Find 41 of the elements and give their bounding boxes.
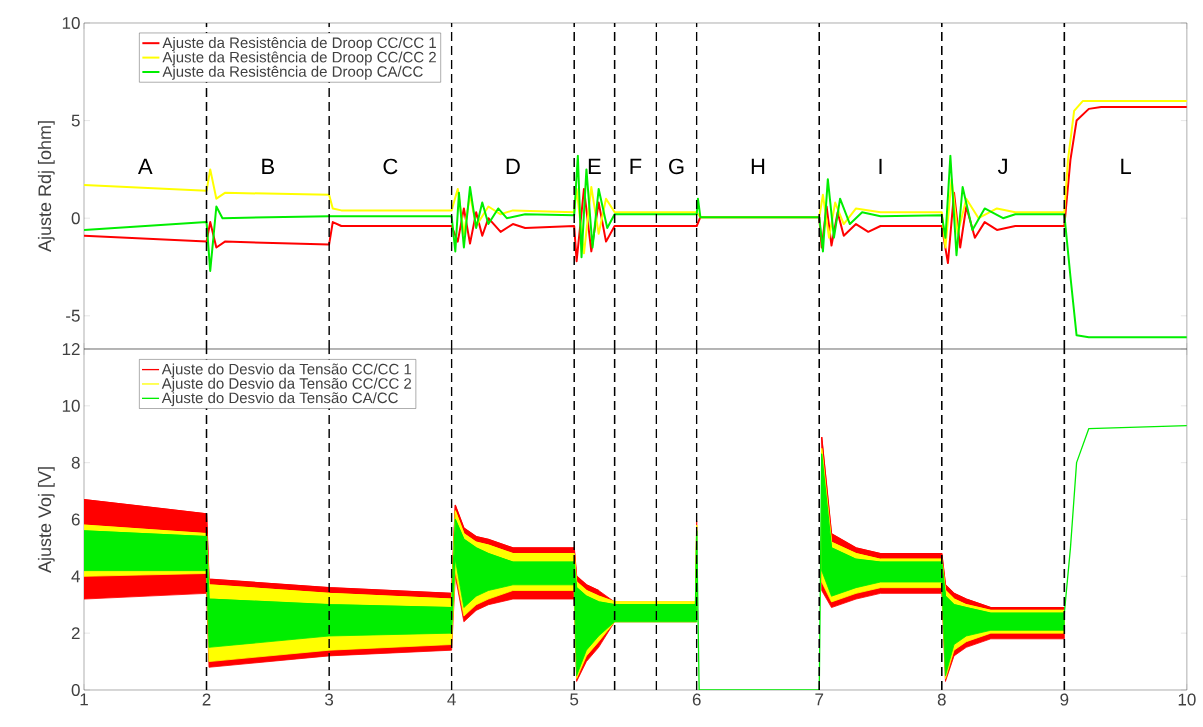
y-axis-title: Ajuste Rdj [ohm]: [37, 121, 55, 252]
y-axis-title: Ajuste Voj [V]: [37, 467, 55, 573]
x-tick-label: 7: [815, 693, 824, 706]
annotation: J: [997, 158, 1007, 175]
x-tick-label: 6: [692, 693, 701, 706]
annotation: H: [751, 158, 765, 174]
annotation: I: [879, 158, 882, 174]
y-tick-label: 0: [71, 683, 80, 697]
x-tick-label: 8: [937, 693, 946, 706]
x-tick-label: 5: [570, 693, 579, 706]
y-tick-label: 10: [62, 16, 80, 30]
legend-label: Ajuste da Resistência de Droop CC/CC 1: [162, 36, 436, 51]
legend-label: Ajuste da Resistência de Droop CC/CC 2: [162, 51, 436, 66]
x-tick-label: 10: [1178, 693, 1196, 706]
annotation: B: [262, 158, 274, 174]
y-tick-label: 12: [62, 343, 80, 355]
x-tick-label: 2: [202, 693, 211, 706]
y-tick-label: 5: [71, 114, 80, 127]
x-tick-label: 9: [1060, 693, 1069, 706]
y-tick-label: 4: [71, 570, 80, 583]
y-tick-label: -5: [66, 309, 80, 322]
annotation: L: [1121, 158, 1131, 174]
line-series: [84, 154, 1187, 339]
y-tick-label: 8: [71, 456, 80, 469]
legend-label: Ajuste da Resistência de Droop CA/CC: [162, 65, 423, 80]
x-tick-label: 3: [325, 693, 334, 706]
annotation: G: [669, 158, 684, 175]
legend-label: Ajuste do Desvio da Tensão CA/CC: [161, 392, 398, 407]
x-tick-label: 1: [80, 693, 88, 706]
annotation: A: [137, 158, 153, 174]
annotation: D: [506, 158, 520, 174]
legend-label: Ajuste do Desvio da Tensão CC/CC 1: [161, 363, 412, 378]
annotation: F: [630, 158, 642, 174]
y-tick-label: 6: [71, 513, 80, 526]
legend-label: Ajuste do Desvio da Tensão CC/CC 2: [161, 377, 412, 392]
annotation: E: [588, 158, 601, 174]
y-tick-label: 2: [71, 627, 80, 640]
annotation: C: [383, 158, 398, 175]
x-tick-label: 4: [447, 693, 456, 706]
y-tick-label: 10: [62, 399, 80, 412]
y-tick-label: 0: [71, 212, 80, 225]
